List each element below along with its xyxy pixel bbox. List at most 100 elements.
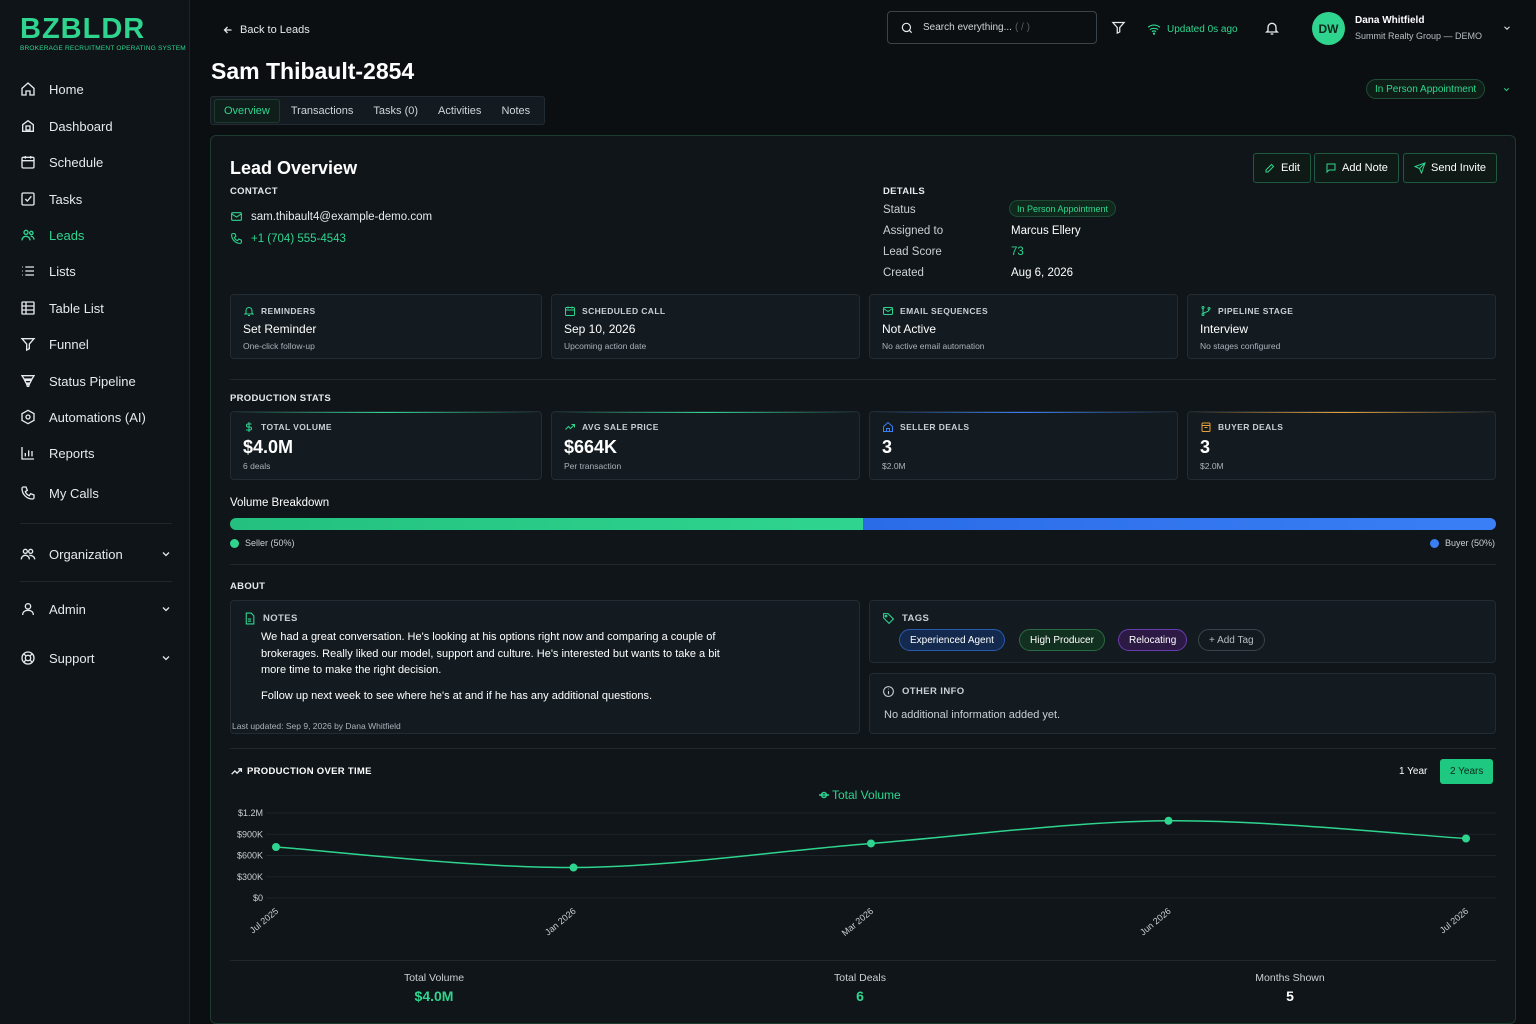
summary-label: Total Volume — [403, 972, 465, 984]
sidebar-item-dashboard[interactable]: Dashboard — [20, 114, 172, 138]
add-tag-button[interactable]: + Add Tag — [1198, 629, 1265, 651]
contact-email[interactable]: sam.thibault4@example-demo.com — [230, 210, 432, 223]
tab-notes[interactable]: Notes — [501, 104, 531, 117]
production-line-chart: $1.2M $900K $600K $300K $0 Total Volume Jul 20… — [237, 788, 1496, 938]
status-label: Status — [883, 204, 916, 216]
logo[interactable]: BZBLDR BROKERAGE RECRUITMENT OPERATING S… — [20, 14, 186, 52]
legend-marker — [820, 791, 828, 799]
sidebar-item-tasks[interactable]: Tasks — [20, 187, 172, 211]
tile-head: SCHEDULED CALL — [564, 305, 666, 317]
sidebar-item-lists[interactable]: Lists — [20, 259, 172, 283]
sidebar-item-label: Lists — [49, 263, 76, 279]
filter-icon[interactable] — [1111, 20, 1126, 35]
box-head: NOTES — [243, 612, 298, 625]
section-divider — [230, 379, 1496, 380]
sidebar-item-automations[interactable]: Automations (AI) — [20, 405, 172, 429]
tab-transactions[interactable]: Transactions — [290, 104, 354, 117]
sidebar-item-schedule[interactable]: Schedule — [20, 150, 172, 174]
bell-icon[interactable] — [1264, 20, 1280, 36]
range-1-year-button[interactable]: 1 Year — [1399, 766, 1428, 777]
pencil-icon — [1265, 163, 1275, 173]
sidebar-item-label: Leads — [49, 227, 85, 243]
sidebar-item-organization[interactable]: Organization — [20, 542, 172, 566]
search-shortcut: ( / ) — [1014, 22, 1030, 33]
legend-label: Seller (50%) — [245, 538, 295, 548]
comment-icon — [1326, 163, 1336, 174]
edit-label: Edit — [1281, 162, 1300, 174]
pipeline-icon — [20, 375, 36, 387]
contact-phone[interactable]: +1 (704) 555-4543 — [230, 232, 346, 245]
sidebar-item-leads[interactable]: Leads — [20, 223, 172, 247]
sidebar-item-status-pipeline[interactable]: Status Pipeline — [20, 369, 172, 393]
sidebar: BZBLDR BROKERAGE RECRUITMENT OPERATING S… — [0, 0, 190, 1024]
tag-chip[interactable]: High Producer — [1019, 629, 1105, 651]
chevron-down-icon[interactable] — [1502, 85, 1511, 94]
sidebar-item-label: Status Pipeline — [49, 373, 136, 389]
tab-tasks[interactable]: Tasks (0) — [373, 104, 419, 117]
stat-value: $4.0M — [243, 437, 294, 457]
status-dropdown[interactable]: In Person Appointment — [1366, 79, 1486, 99]
send-invite-button[interactable]: Send Invite — [1403, 153, 1498, 183]
tab-activities[interactable]: Activities — [438, 104, 482, 117]
chart-heading: PRODUCTION OVER TIME — [230, 765, 372, 778]
chart-heading-label: PRODUCTION OVER TIME — [247, 766, 372, 777]
email-sequences-tile[interactable]: EMAIL SEQUENCES Not Active No active ema… — [869, 294, 1178, 359]
stat-sub: $2.0M — [1200, 461, 1224, 471]
avatar[interactable]: DW — [1312, 12, 1345, 45]
x-tick-label: Mar 2026 — [840, 906, 876, 938]
add-note-label: Add Note — [1342, 162, 1388, 174]
assigned-label: Assigned to — [883, 225, 944, 237]
back-to-leads-link[interactable]: Back to Leads — [222, 24, 310, 36]
sidebar-item-reports[interactable]: Reports — [20, 441, 172, 465]
phone-value: +1 (704) 555-4543 — [251, 232, 346, 245]
tab-overview[interactable]: Overview — [214, 98, 280, 123]
chevron-down-icon[interactable] — [160, 603, 172, 615]
range-2-years-button[interactable]: 2 Years — [1440, 759, 1494, 784]
y-tick-label: $600K — [237, 851, 263, 861]
back-label: Back to Leads — [240, 24, 310, 36]
sidebar-item-support[interactable]: Support — [20, 646, 172, 670]
note-paragraph: Follow up next week to see where he's at… — [261, 690, 653, 702]
card-title: Lead Overview — [230, 158, 358, 178]
trend-icon — [565, 424, 575, 430]
sidebar-item-funnel[interactable]: Funnel — [20, 332, 172, 356]
data-point — [867, 839, 875, 848]
sidebar-item-my-calls[interactable]: My Calls — [20, 481, 172, 505]
user-name[interactable]: Dana Whitfield — [1355, 15, 1425, 26]
stat-value: $664K — [564, 437, 618, 457]
note-paragraph: We had a great conversation. He's lookin… — [261, 631, 720, 676]
tag-chip[interactable]: Experienced Agent — [899, 629, 1005, 651]
contact-heading: CONTACT — [230, 186, 278, 197]
tab-bar: Overview Transactions Tasks (0) Activiti… — [210, 96, 546, 125]
add-note-button[interactable]: Add Note — [1314, 153, 1399, 183]
sidebar-item-home[interactable]: Home — [20, 77, 172, 101]
reminders-tile[interactable]: REMINDERS Set Reminder One-click follow-… — [230, 294, 542, 359]
stat-accent — [870, 412, 1177, 413]
chart-divider — [230, 960, 1496, 961]
details-heading: DETAILS — [883, 186, 926, 197]
chevron-down-icon[interactable] — [1502, 23, 1512, 33]
wifi-icon — [1147, 24, 1161, 35]
search-input[interactable]: Search everything... ( / ) — [887, 11, 1097, 44]
summary-label: Months Shown — [1255, 972, 1325, 984]
summary-value: $4.0M — [414, 988, 454, 1004]
chevron-down-icon[interactable] — [160, 548, 172, 560]
total-volume-stat: TOTAL VOLUME $4.0M 6 deals — [230, 411, 542, 480]
dollar-icon — [246, 422, 252, 432]
chevron-down-icon[interactable] — [160, 652, 172, 664]
tile-value: Interview — [1200, 322, 1249, 336]
stat-sub: Per transaction — [564, 461, 622, 471]
sidebar-item-table-list[interactable]: Table List — [20, 296, 172, 320]
volume-breakdown-bar — [230, 518, 1496, 530]
search-placeholder: Search everything... — [923, 22, 1012, 33]
x-tick-label: Jun 2026 — [1138, 906, 1173, 937]
calendar-icon — [565, 306, 575, 316]
info-icon — [883, 686, 894, 697]
tag-chip[interactable]: Relocating — [1118, 629, 1188, 651]
main-content: Back to Leads Sam Thibault-2854 Overview… — [190, 0, 1536, 1024]
pipeline-stage-tile[interactable]: PIPELINE STAGE Interview No stages confi… — [1187, 294, 1496, 359]
edit-button[interactable]: Edit — [1253, 153, 1311, 183]
scheduled-call-tile[interactable]: SCHEDULED CALL Sep 10, 2026 Upcoming act… — [551, 294, 860, 359]
sidebar-item-admin[interactable]: Admin — [20, 597, 172, 621]
updated-label: Updated 0s ago — [1167, 23, 1238, 35]
